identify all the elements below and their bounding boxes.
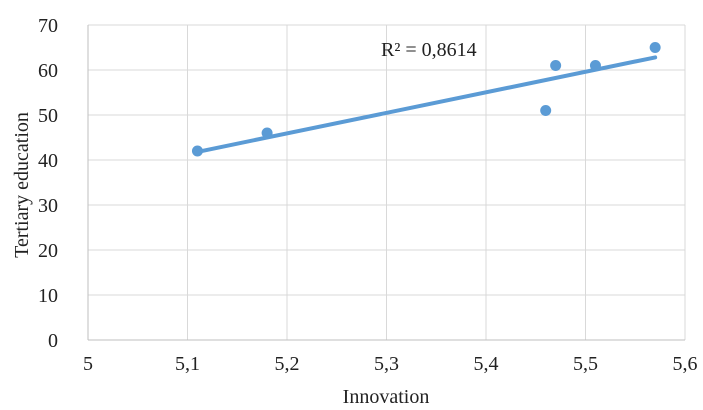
x-tick-label: 5,4 bbox=[474, 353, 499, 375]
x-tick-label: 5,3 bbox=[374, 353, 399, 375]
y-axis-title: Tertiary education bbox=[11, 112, 33, 258]
y-tick-label: 10 bbox=[38, 285, 58, 307]
x-tick-labels: 5 5,1 5,2 5,3 5,4 5,5 5,6 bbox=[83, 353, 698, 375]
y-tick-labels: 0 10 20 30 40 50 60 70 bbox=[38, 15, 58, 352]
data-point bbox=[261, 127, 273, 139]
trendline-group bbox=[195, 55, 658, 154]
trendline bbox=[195, 55, 658, 154]
y-tick-label: 0 bbox=[48, 330, 58, 352]
r-squared-annotation: R² = 0,8614 bbox=[381, 39, 477, 61]
data-point bbox=[540, 105, 552, 116]
y-tick-label: 70 bbox=[38, 15, 58, 37]
x-tick-label: 5,2 bbox=[275, 353, 300, 375]
gridlines bbox=[88, 24, 686, 340]
y-tick-label: 30 bbox=[38, 195, 58, 217]
y-tick-label: 20 bbox=[38, 240, 58, 262]
x-axis-title: Innovation bbox=[343, 386, 430, 408]
x-tick-label: 5,1 bbox=[175, 353, 200, 375]
data-point bbox=[550, 60, 562, 71]
y-tick-label: 60 bbox=[38, 60, 58, 82]
data-points bbox=[191, 42, 661, 157]
axes bbox=[87, 25, 685, 341]
y-tick-label: 50 bbox=[38, 105, 58, 127]
data-point bbox=[589, 60, 601, 71]
x-tick-label: 5,5 bbox=[573, 353, 598, 375]
data-point bbox=[649, 42, 661, 53]
x-tick-label: 5,6 bbox=[673, 353, 698, 375]
x-tick-label: 5 bbox=[83, 353, 93, 375]
y-tick-label: 40 bbox=[38, 150, 58, 172]
data-point bbox=[191, 145, 203, 157]
